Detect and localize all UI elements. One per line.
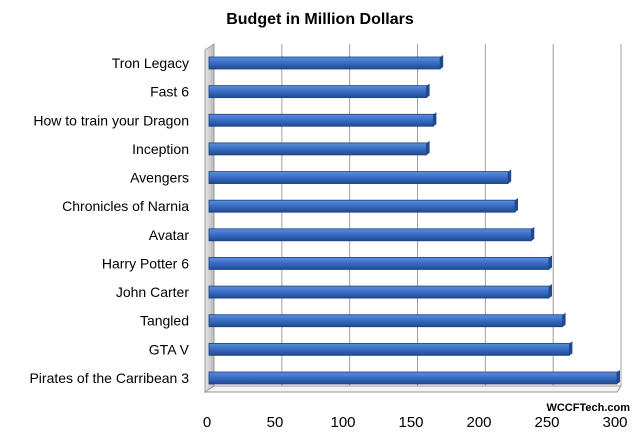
bar <box>208 85 428 99</box>
bar-cap <box>426 140 430 155</box>
category-label: Avatar <box>149 227 190 243</box>
category-label: Fast 6 <box>150 84 189 100</box>
bar-cap <box>508 169 512 184</box>
category-label: Inception <box>132 141 189 157</box>
x-tick-label: 100 <box>330 414 355 431</box>
x-tick-label: 250 <box>534 414 559 431</box>
bar-cap <box>549 255 552 270</box>
bar-cap <box>531 226 535 241</box>
bar <box>208 199 516 213</box>
category-label: Tron Legacy <box>112 55 189 71</box>
bar-cap <box>617 370 620 384</box>
bar-cap <box>549 284 552 299</box>
bar <box>208 228 532 242</box>
x-tick-label: 200 <box>466 414 491 431</box>
bar-cap <box>569 341 573 356</box>
x-tick-label: 0 <box>203 414 211 431</box>
floor <box>203 385 622 393</box>
bar <box>208 285 550 299</box>
x-tick-label: 50 <box>267 414 284 431</box>
category-label: Avengers <box>130 170 189 186</box>
x-tick-label: 300 <box>602 414 627 431</box>
category-label: John Carter <box>116 284 189 300</box>
bar-cap <box>433 112 437 127</box>
watermark: WCCFTech.com <box>546 402 630 414</box>
bar <box>208 257 550 270</box>
bar <box>208 113 434 127</box>
bar <box>208 171 509 184</box>
bar <box>208 314 564 328</box>
bar <box>208 371 618 385</box>
bar-cap <box>562 312 566 327</box>
category-label: Tangled <box>140 313 189 329</box>
bar-cap <box>440 55 444 69</box>
category-label: Harry Potter 6 <box>102 255 189 271</box>
category-label: How to train your Dragon <box>33 112 189 128</box>
bar <box>208 142 428 156</box>
category-label: GTA V <box>149 341 190 357</box>
chart-title: Budget in Million Dollars <box>226 11 414 28</box>
bar-cap <box>426 83 430 98</box>
bar-cap <box>515 198 518 213</box>
category-label: Chronicles of Narnia <box>62 198 189 214</box>
bar <box>208 56 441 70</box>
category-label: Pirates of the Carribean 3 <box>29 370 189 386</box>
bar <box>208 342 570 356</box>
x-tick-label: 150 <box>398 414 423 431</box>
